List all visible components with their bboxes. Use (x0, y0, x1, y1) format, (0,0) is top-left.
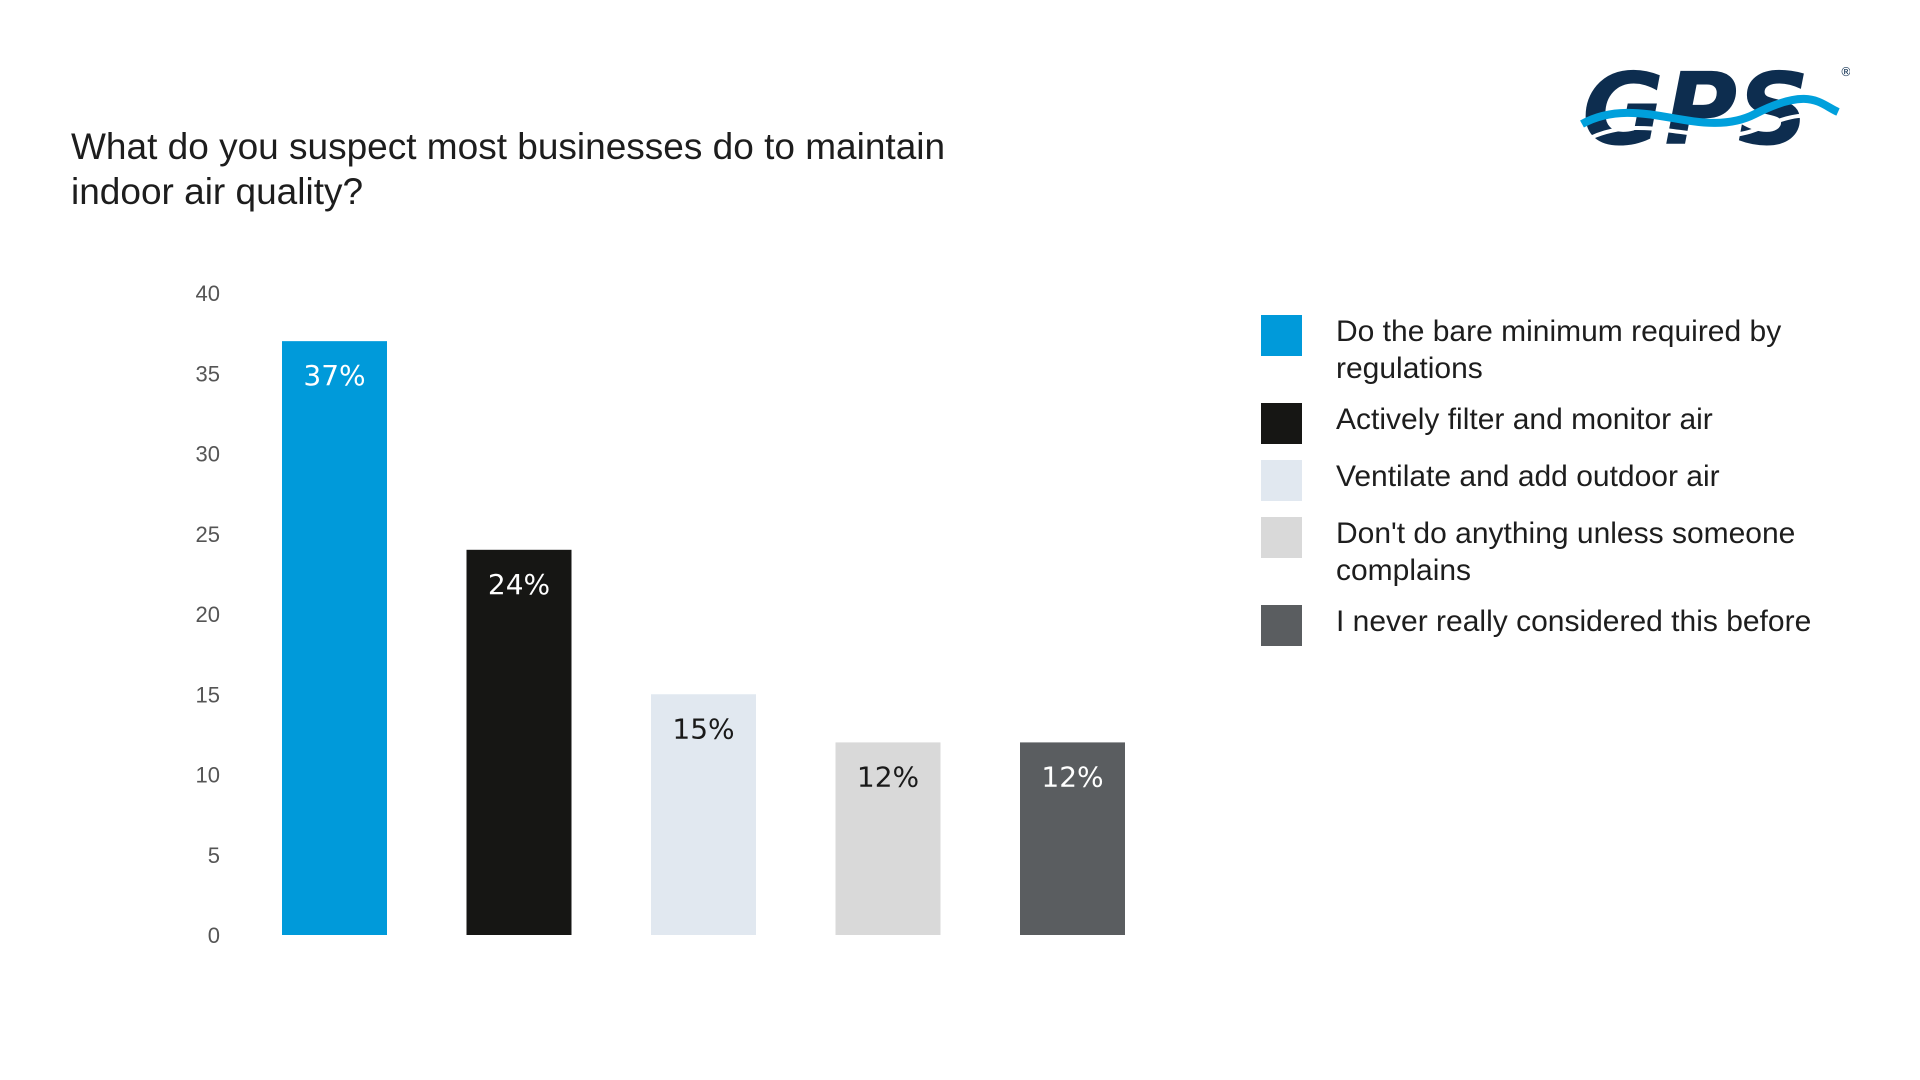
legend: Do the bare minimum required by regulati… (1261, 313, 1901, 660)
logo-registered-mark: ® (1840, 65, 1850, 79)
bars (282, 341, 1125, 935)
bar-data-label: 12% (857, 760, 919, 793)
y-tick-label: 40 (196, 281, 220, 306)
bar-data-label: 15% (672, 712, 734, 745)
bar-data-label: 12% (1041, 760, 1103, 793)
legend-swatch (1261, 605, 1302, 646)
logo-wave (1580, 95, 1840, 128)
bar-labels: 37% 24% 15% 12% 12% (303, 359, 1103, 793)
bar (1020, 742, 1125, 935)
y-tick-label: 30 (196, 442, 220, 467)
legend-label: Ventilate and add outdoor air (1336, 460, 1720, 493)
bar-data-label: 37% (303, 359, 365, 392)
y-tick-label: 35 (196, 361, 220, 386)
legend-swatch (1261, 403, 1302, 444)
legend-item: Ventilate and add outdoor air (1261, 458, 1901, 501)
bar (466, 549, 572, 935)
logo-wave-highlight (1589, 113, 1833, 140)
legend-label: I never really considered this before (1336, 605, 1812, 638)
y-tick-label: 25 (196, 522, 220, 547)
legend-label: Don't do anything unless someone complai… (1336, 517, 1796, 587)
legend-swatch (1261, 460, 1302, 501)
y-tick-label: 15 (196, 682, 220, 707)
legend-item: Don't do anything unless someone complai… (1261, 515, 1901, 589)
y-tick-label: 0 (208, 923, 220, 948)
y-tick-label: 20 (196, 602, 220, 627)
legend-item: Do the bare minimum required by regulati… (1261, 313, 1901, 387)
bar (282, 341, 387, 935)
y-tick-label: 10 (196, 763, 220, 788)
y-axis: 0 5 10 15 20 25 30 35 40 (196, 281, 220, 948)
bar-chart: 0 5 10 15 20 25 30 35 40 37% 24% 15% 12% 12% (196, 281, 1125, 948)
legend-item: I never really considered this before (1261, 603, 1901, 646)
legend-label: Actively filter and monitor air (1336, 403, 1713, 436)
legend-label: Do the bare minimum required by regulati… (1336, 315, 1782, 385)
y-tick-label: 5 (208, 843, 220, 868)
legend-swatch (1261, 517, 1302, 558)
legend-swatch (1261, 315, 1302, 356)
legend-item: Actively filter and monitor air (1261, 401, 1901, 444)
bar (835, 742, 941, 935)
bar-data-label: 24% (488, 568, 550, 601)
bar (651, 694, 756, 935)
chart-title: What do you suspect most businesses do t… (71, 126, 946, 212)
gps-logo: GPS ® (1580, 52, 1850, 162)
